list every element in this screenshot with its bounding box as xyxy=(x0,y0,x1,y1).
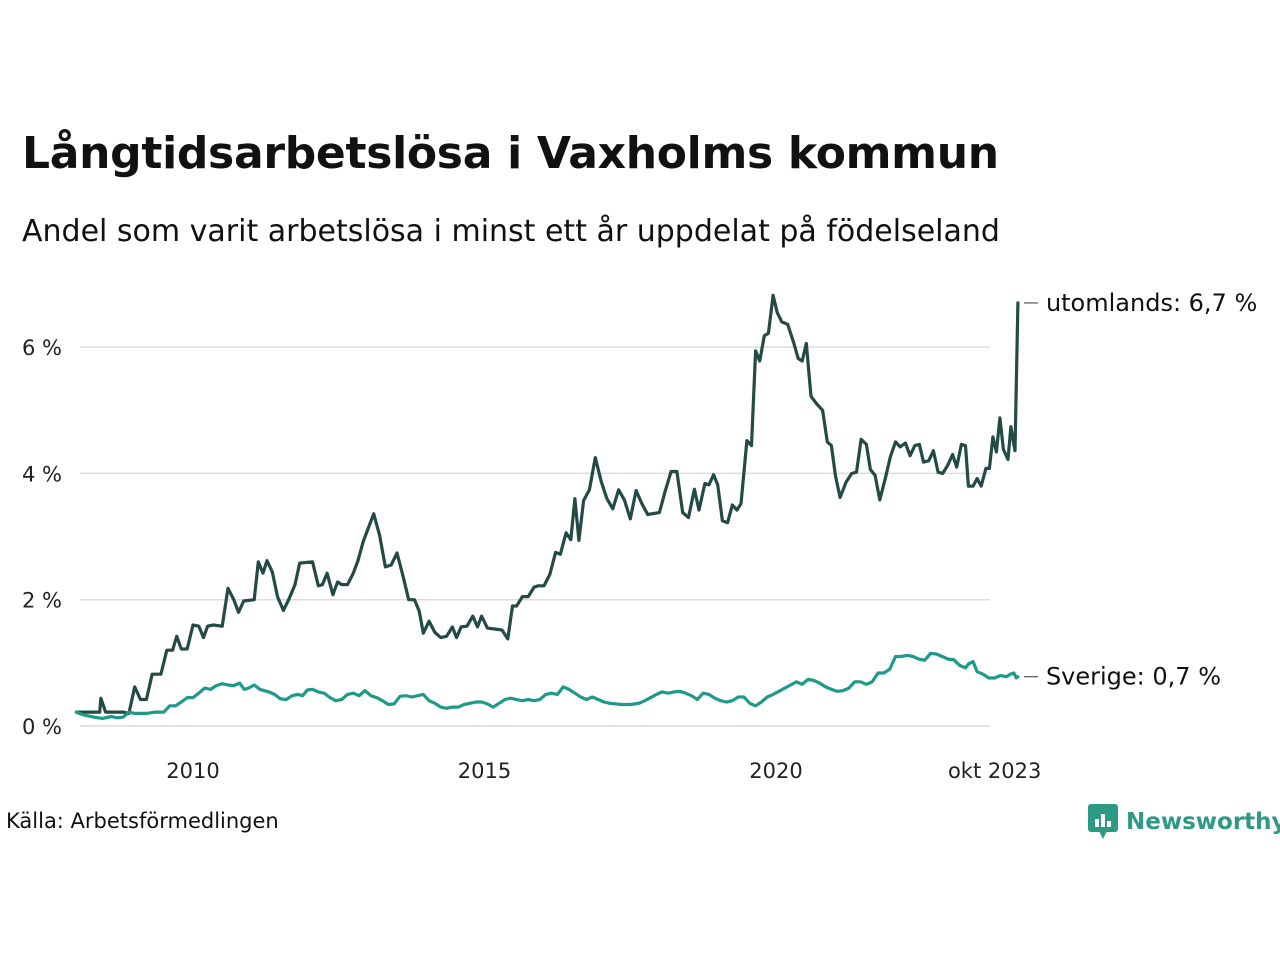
chart-subtitle: Andel som varit arbetslösa i minst ett å… xyxy=(22,214,1000,249)
end-label-utomlands: utomlands: 6,7 % xyxy=(1046,289,1257,317)
grid-lines xyxy=(80,346,990,727)
y-axis-labels: 0 % 2 % 4 % 6 % xyxy=(22,336,62,739)
x-tick-label: 2015 xyxy=(458,759,511,783)
newsworthy-logo: Newsworthy xyxy=(1088,804,1280,840)
x-axis-labels: 2010 2015 2020 okt 2023 xyxy=(166,759,1041,783)
x-tick-label: okt 2023 xyxy=(948,759,1041,783)
series-line-sverige xyxy=(74,651,1020,720)
end-label-sverige: Sverige: 0,7 % xyxy=(1046,663,1221,691)
y-tick-label: 2 % xyxy=(22,589,62,613)
y-tick-label: 4 % xyxy=(22,462,62,486)
series-line-utomlands xyxy=(74,293,1020,715)
y-tick-label: 6 % xyxy=(22,336,62,360)
y-tick-label: 0 % xyxy=(22,715,62,739)
series-end-labels: utomlands: 6,7 % Sverige: 0,7 % xyxy=(1023,289,1257,691)
source-note: Källa: Arbetsförmedlingen xyxy=(6,809,279,833)
series-lines xyxy=(74,293,1020,720)
newsworthy-logo-icon xyxy=(1088,804,1118,839)
chart-title: Långtidsarbetslösa i Vaxholms kommun xyxy=(22,128,999,179)
x-tick-label: 2010 xyxy=(166,759,219,783)
newsworthy-logo-text: Newsworthy xyxy=(1126,809,1280,835)
x-tick-label: 2020 xyxy=(749,759,802,783)
line-chart: 0 % 2 % 4 % 6 % 2010 2015 2020 okt 2023 utomla… xyxy=(22,289,1257,783)
